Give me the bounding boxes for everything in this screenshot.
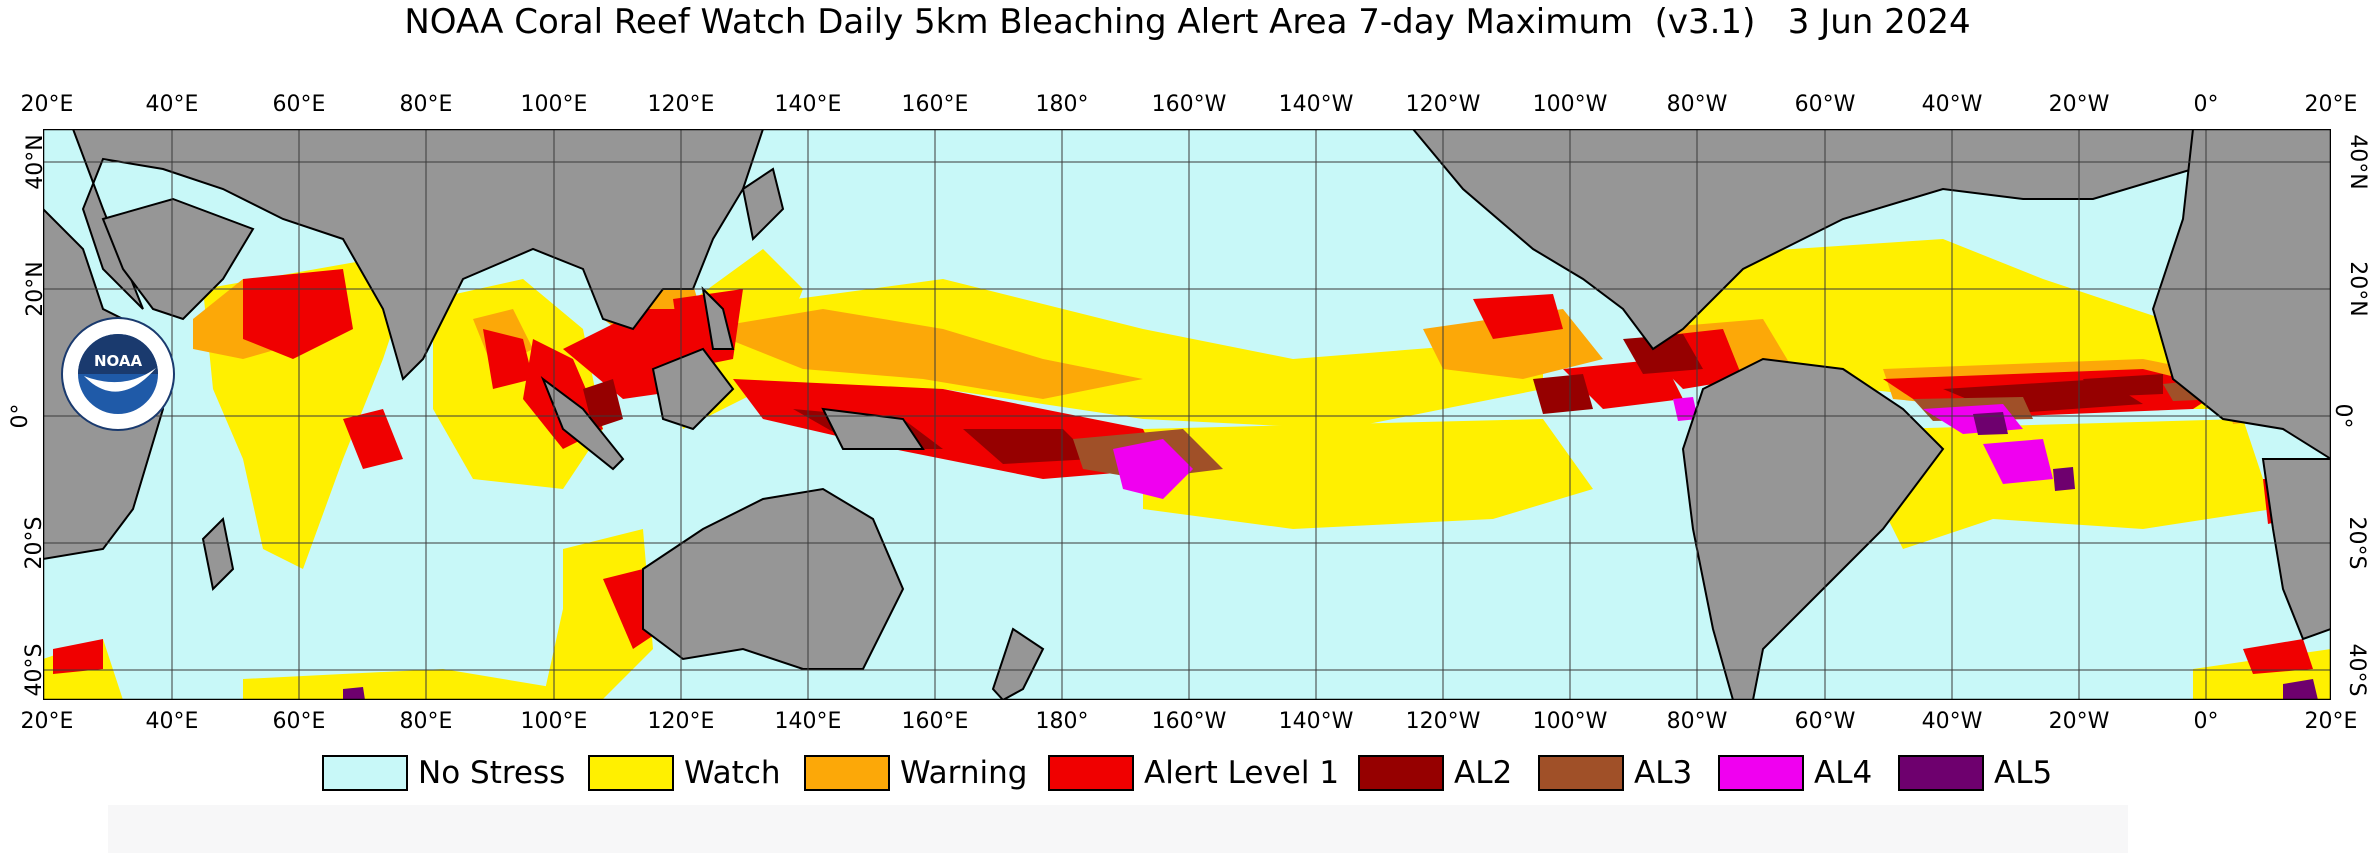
lon-label: 60°E [272,92,326,117]
lon-label: 140°E [774,709,842,734]
lon-label: 120°E [647,709,715,734]
legend-label: No Stress [418,755,566,791]
south-america-landmass [1681,357,1945,700]
al5-areas [343,412,2318,700]
philippines-landmass [701,286,735,350]
noaa-logo-text: NOAA [94,352,143,370]
legend-item-warning: Warning [804,753,1027,793]
legend-swatch [1358,755,1444,791]
japan-landmass [741,167,785,242]
australia-landmass [642,487,905,670]
legend-swatch [1048,755,1134,791]
legend-label: Watch [684,755,781,791]
legend-item-al2: AL2 [1358,753,1512,793]
legend: No Stress Watch Warning Alert Level 1 AL… [0,753,2375,799]
legend-label: Alert Level 1 [1144,755,1340,791]
noaa-logo: NOAA [61,317,175,431]
map-frame [43,129,2331,700]
legend-label: AL4 [1814,755,1873,791]
lon-label: 140°W [1278,92,1354,117]
lon-label: 60°W [1794,709,1856,734]
legend-item-alert-level-1: Alert Level 1 [1048,753,1339,793]
lon-label: 120°W [1405,709,1481,734]
legend-label: AL5 [1994,755,2053,791]
lon-label: 40°E [145,92,199,117]
new-zealand-landmass [991,627,1045,700]
lon-label: 80°W [1666,92,1728,117]
lon-label: 20°E [2304,709,2358,734]
lat-label: 20°S [2343,516,2369,570]
legend-swatch [588,755,674,791]
lon-label: 20°W [2048,92,2110,117]
west-africa-landmass [2151,129,2331,461]
lon-label: 80°E [399,709,453,734]
southern-africa-landmass [2261,458,2331,641]
lon-label: 100°W [1532,92,1608,117]
lon-label: 20°E [2304,92,2358,117]
lon-label: 40°W [1921,92,1983,117]
legend-item-al4: AL4 [1718,753,1872,793]
legend-item-watch: Watch [588,753,781,793]
legend-swatch [1718,755,1804,791]
lon-label: 160°E [901,92,969,117]
legend-swatch [322,755,408,791]
lon-label: 0° [2193,92,2219,117]
lon-label: 40°E [145,709,199,734]
lon-label: 100°W [1532,709,1608,734]
lon-label: 160°W [1151,709,1227,734]
lon-label: 60°W [1794,92,1856,117]
lon-label: 140°W [1278,709,1354,734]
lat-label: 0° [2330,403,2355,429]
lon-label: 180° [1035,92,1089,117]
al4-areas [1113,377,2235,499]
lon-label: 20°E [20,92,74,117]
lat-label: 0° [8,403,33,429]
legend-label: AL3 [1634,755,1693,791]
lat-label: 20°N [2345,261,2371,317]
lon-label: 20°E [20,709,74,734]
lon-label: 0° [2193,709,2219,734]
legend-swatch [804,755,890,791]
madagascar-landmass [201,516,235,592]
legend-label: Warning [900,755,1028,791]
lon-label: 160°E [901,709,969,734]
legend-swatch [1538,755,1624,791]
sumatra-landmass [540,376,625,471]
lon-label: 80°E [399,92,453,117]
legend-item-al5: AL5 [1898,753,2052,793]
lon-label: 60°E [272,709,326,734]
legend-item-al3: AL3 [1538,753,1692,793]
legend-label: AL2 [1454,755,1513,791]
lat-label: 40°S [2343,643,2369,697]
lon-label: 100°E [520,92,588,117]
bleaching-alert-map[interactable] [43,129,2331,700]
stress-areas [43,239,2331,700]
footer-band [108,805,2128,853]
lon-label: 120°E [647,92,715,117]
north-america-landmass [1411,129,2194,351]
lat-label: 40°N [2345,134,2371,190]
lon-label: 120°W [1405,92,1481,117]
legend-item-no-stress: No Stress [322,753,565,793]
lon-label: 80°W [1666,709,1728,734]
lon-label: 160°W [1151,92,1227,117]
lon-label: 140°E [774,92,842,117]
lon-label: 40°W [1921,709,1983,734]
lon-label: 20°W [2048,709,2110,734]
map-title: NOAA Coral Reef Watch Daily 5km Bleachin… [404,2,1971,42]
graticule [43,129,2331,700]
legend-swatch [1898,755,1984,791]
lon-label: 100°E [520,709,588,734]
borneo-landmass [651,347,735,431]
land [43,129,2331,700]
lon-label: 180° [1035,709,1089,734]
